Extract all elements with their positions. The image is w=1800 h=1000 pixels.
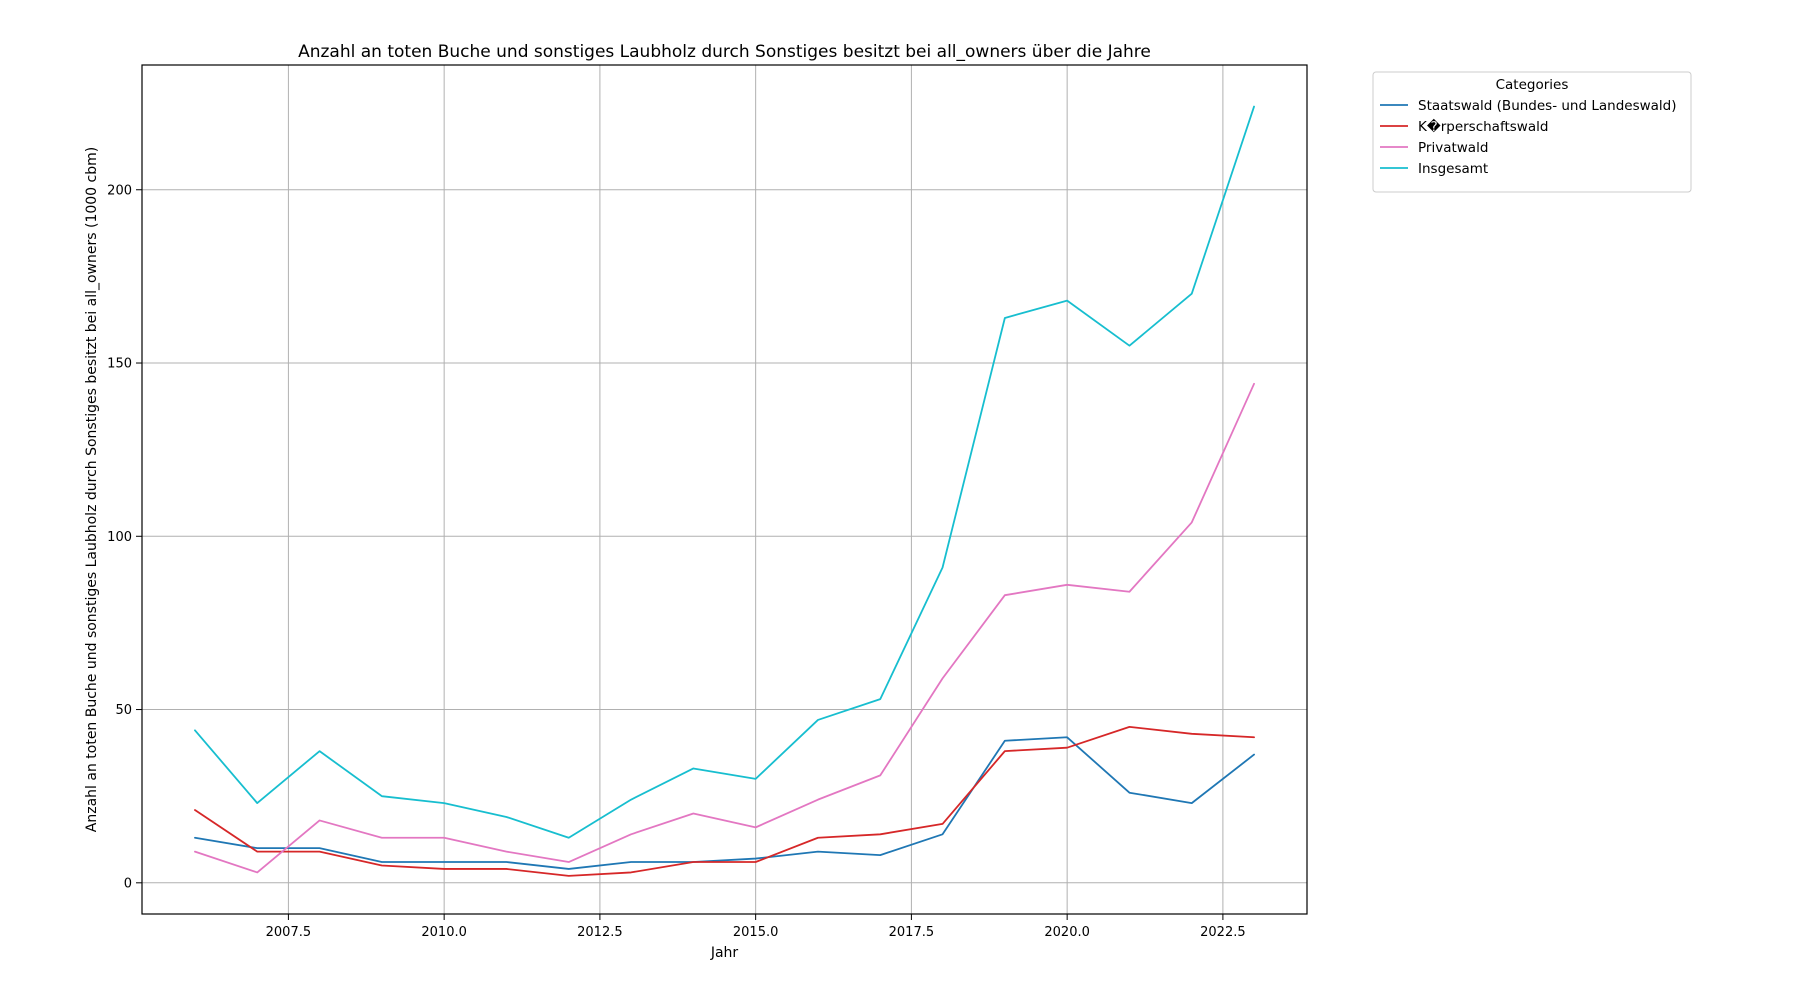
x-tick-label: 2007.5 — [266, 925, 312, 940]
x-tick-label: 2022.5 — [1200, 925, 1246, 940]
x-tick-label: 2017.5 — [889, 925, 935, 940]
series-line-2 — [194, 725, 1255, 877]
legend-label: Insgesamt — [1418, 161, 1488, 177]
series-line-1 — [194, 736, 1255, 870]
legend-label: Privatwald — [1418, 140, 1488, 156]
x-tick-label: 2012.5 — [577, 925, 623, 940]
y-axis-ticks: 0 50 100 150 200 — [107, 183, 142, 891]
y-tick-label: 150 — [107, 357, 132, 372]
series-line-4 — [194, 105, 1255, 839]
x-tick-label: 2010.0 — [421, 925, 467, 940]
legend-items: Staatswald (Bundes- und Landeswald) K�rpe… — [1380, 98, 1677, 177]
legend-label: Staatswald (Bundes- und Landeswald) — [1418, 98, 1677, 114]
y-tick-label: 0 — [124, 876, 132, 891]
x-tick-label: 2015.0 — [733, 925, 779, 940]
legend-title: Categories — [1496, 77, 1569, 93]
legend-item: K�rperschaftswald — [1380, 118, 1548, 135]
series-lines — [194, 105, 1255, 877]
y-tick-label: 100 — [107, 530, 132, 545]
legend-item: Insgesamt — [1380, 161, 1488, 177]
x-tick-label: 2020.0 — [1044, 925, 1090, 940]
series-line-3 — [194, 382, 1255, 874]
chart-title: Anzahl an toten Buche und sonstiges Laub… — [298, 42, 1151, 62]
y-axis-label: Anzahl an toten Buche und sonstiges Laub… — [84, 147, 100, 832]
y-tick-label: 50 — [115, 703, 132, 718]
legend-item: Staatswald (Bundes- und Landeswald) — [1380, 98, 1677, 114]
legend-item: Privatwald — [1380, 140, 1488, 156]
legend-label: K�rperschaftswald — [1418, 118, 1548, 135]
legend: Categories Staatswald (Bundes- und Lande… — [1372, 71, 1692, 193]
grid — [142, 65, 1307, 914]
y-tick-label: 200 — [107, 183, 132, 198]
legend-box — [1372, 71, 1692, 193]
x-axis-ticks: 2007.5 2010.0 2012.5 2015.0 2017.5 2020.0 2022… — [266, 914, 1246, 940]
x-axis-label: Jahr — [710, 945, 739, 961]
plot-frame — [141, 64, 1308, 915]
